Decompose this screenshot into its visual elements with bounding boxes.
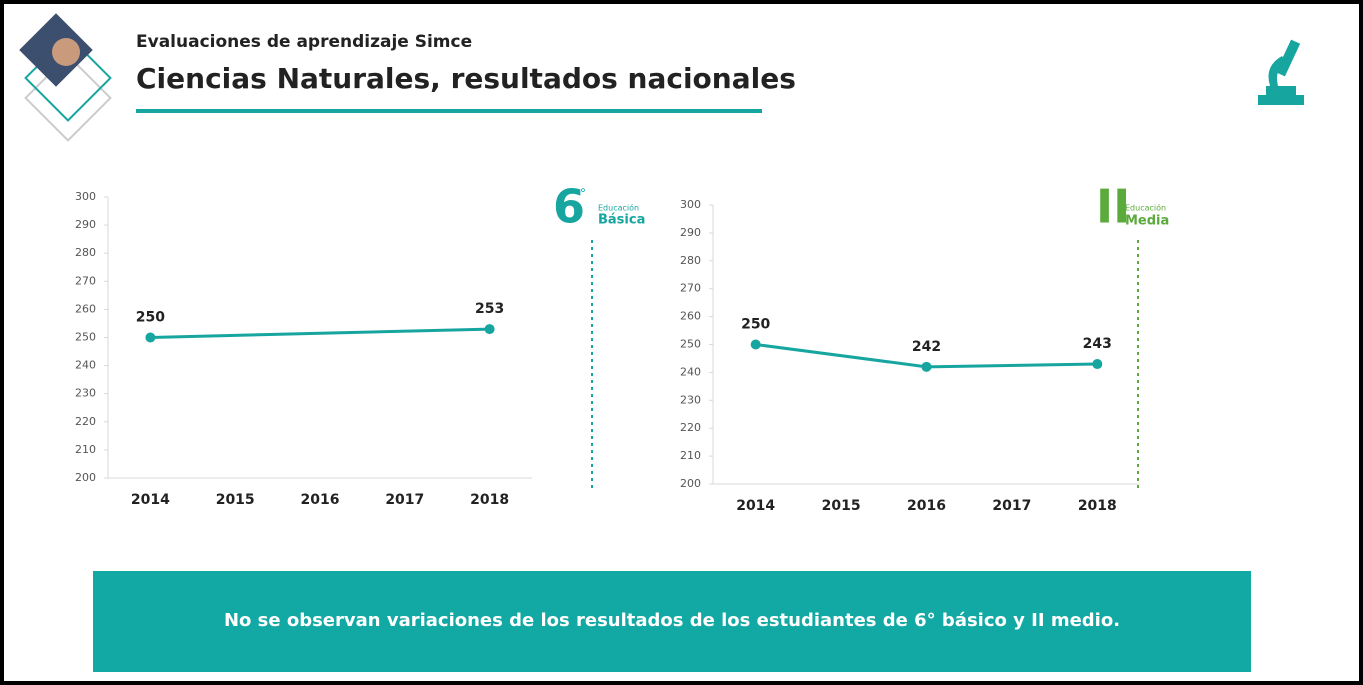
data-label: 253 [475, 301, 504, 317]
x-tick-label: 2014 [736, 498, 775, 514]
badge-level: Educación [1125, 203, 1166, 213]
y-tick-label: 230 [680, 393, 701, 406]
y-tick-label: 270 [75, 274, 96, 287]
data-label: 250 [741, 317, 770, 333]
data-label: 250 [136, 310, 165, 326]
y-tick-label: 300 [680, 198, 701, 211]
y-tick-label: 210 [75, 443, 96, 456]
x-tick-label: 2017 [385, 492, 424, 508]
x-tick-label: 2014 [131, 492, 170, 508]
data-point [145, 333, 155, 343]
badge-name: Básica [598, 213, 645, 228]
badge-name: Media [1125, 214, 1169, 229]
y-tick-label: 240 [75, 359, 96, 372]
subtitle: Evaluaciones de aprendizaje Simce [136, 32, 472, 52]
y-tick-label: 250 [680, 338, 701, 351]
data-point [751, 340, 761, 350]
x-tick-label: 2017 [992, 498, 1031, 514]
footer-text: No se observan variaciones de los result… [224, 610, 1120, 631]
badge-degree: ° [580, 187, 586, 201]
data-point [485, 324, 495, 334]
y-tick-label: 230 [75, 387, 96, 400]
title: Ciencias Naturales, resultados nacionale… [136, 62, 796, 95]
y-tick-label: 280 [680, 254, 701, 267]
y-tick-label: 200 [680, 477, 701, 490]
y-tick-label: 260 [75, 302, 96, 315]
x-tick-label: 2016 [301, 492, 340, 508]
data-label: 242 [912, 339, 941, 355]
y-tick-label: 240 [680, 365, 701, 378]
y-tick-label: 290 [680, 226, 701, 239]
y-tick-label: 250 [75, 331, 96, 344]
data-point [1092, 359, 1102, 369]
data-label: 243 [1083, 336, 1112, 352]
y-tick-label: 200 [75, 471, 96, 484]
y-tick-label: 280 [75, 246, 96, 259]
slide: Evaluaciones de aprendizaje Simce Cienci… [0, 0, 1363, 685]
x-tick-label: 2016 [907, 498, 946, 514]
x-tick-label: 2015 [216, 492, 255, 508]
title-underline [136, 109, 762, 113]
y-tick-label: 290 [75, 218, 96, 231]
y-tick-label: 220 [680, 421, 701, 434]
y-tick-label: 220 [75, 415, 96, 428]
x-tick-label: 2015 [822, 498, 861, 514]
y-tick-label: 300 [75, 190, 96, 203]
y-tick-label: 210 [680, 449, 701, 462]
data-point [922, 362, 932, 372]
x-tick-label: 2018 [1078, 498, 1117, 514]
badge-level: Educación [598, 203, 639, 213]
y-tick-label: 260 [680, 310, 701, 323]
x-tick-label: 2018 [470, 492, 509, 508]
y-tick-label: 270 [680, 282, 701, 295]
